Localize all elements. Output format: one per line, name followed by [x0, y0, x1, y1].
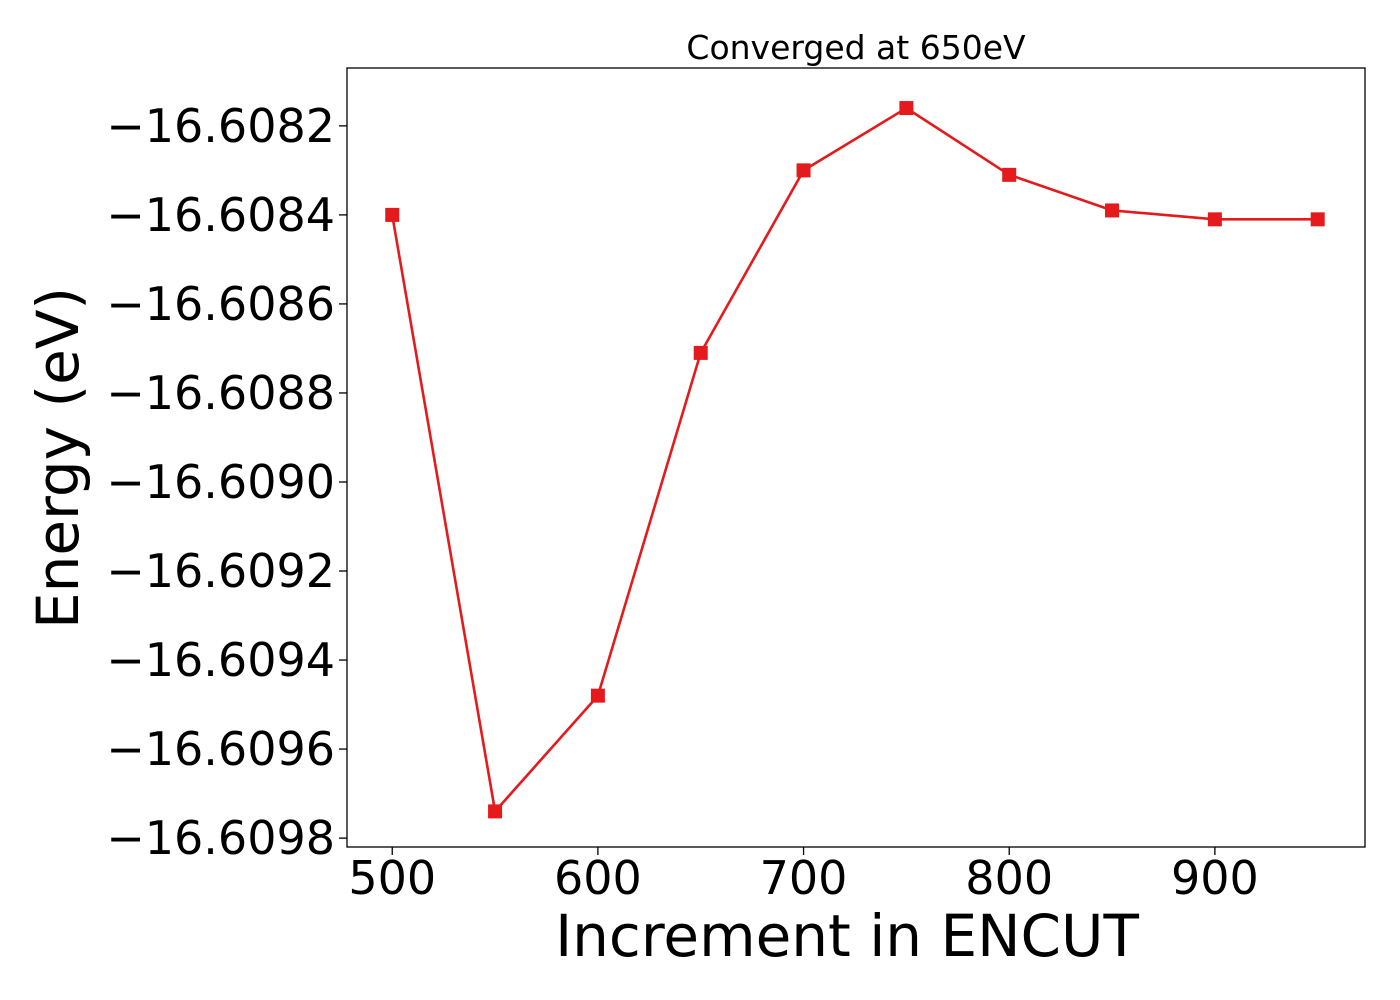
data-point-marker: [796, 163, 811, 178]
y-axis: −16.6098 −16.6096 −16.6094 −16.6092 −16.6090…: [106, 99, 347, 865]
data-point-marker: [1310, 212, 1325, 227]
plot-area: [385, 101, 1325, 819]
x-tick-label: 500: [348, 851, 436, 905]
x-tick-label: 700: [760, 851, 848, 905]
data-point-marker: [385, 207, 400, 222]
x-tick-label: 800: [965, 851, 1053, 905]
y-tick-label: −16.6088: [106, 366, 335, 420]
x-tick-label: 900: [1171, 851, 1259, 905]
y-tick-label: −16.6092: [106, 544, 335, 598]
y-axis-label: Energy (eV): [24, 287, 92, 629]
y-tick-label: −16.6086: [106, 277, 335, 331]
data-point-marker: [488, 804, 503, 819]
y-tick-label: −16.6090: [106, 455, 335, 509]
plot-frame: [346, 67, 1366, 848]
y-tick-label: −16.6094: [106, 633, 335, 687]
data-point-marker: [1207, 212, 1222, 227]
data-point-marker: [693, 345, 708, 360]
series-line: [390, 106, 1318, 813]
y-tick-label: −16.6096: [106, 722, 335, 776]
data-point-marker: [590, 688, 605, 703]
x-tick-label: 600: [554, 851, 642, 905]
x-axis-label: Increment in ENCUT: [555, 902, 1139, 970]
data-point-marker: [899, 101, 914, 116]
data-point-marker: [1105, 203, 1120, 218]
data-point-marker: [1002, 167, 1017, 182]
chart-title: Converged at 650eV: [686, 28, 1026, 67]
y-tick-label: −16.6098: [106, 811, 335, 865]
x-axis: 500 600 700 800 900: [348, 847, 1259, 905]
y-tick-label: −16.6084: [106, 188, 335, 242]
y-tick-label: −16.6082: [106, 99, 335, 153]
